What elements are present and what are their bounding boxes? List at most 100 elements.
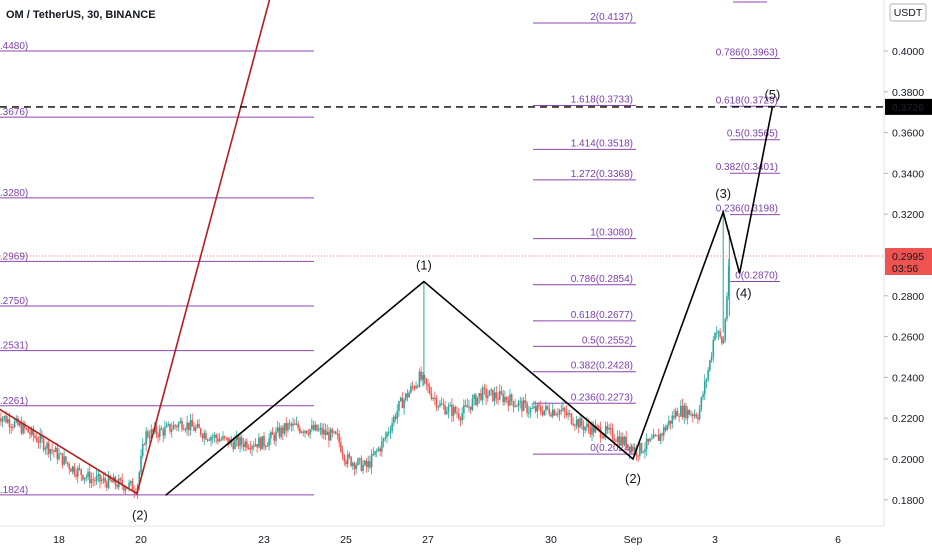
candle-body <box>400 398 402 401</box>
date-tick-label: 25 <box>340 534 352 546</box>
candle-body <box>494 392 496 401</box>
candle-body <box>277 427 279 431</box>
candle-body <box>369 461 371 467</box>
candle-body <box>183 429 185 430</box>
candle-body <box>294 424 296 425</box>
candle-body <box>80 469 82 475</box>
candle-body <box>477 397 479 405</box>
candle-body <box>29 433 31 435</box>
candle-body <box>384 437 386 438</box>
candle-body <box>537 405 539 412</box>
price-tick-label: 0.2800 <box>892 291 924 303</box>
candle-body <box>162 430 164 436</box>
candle-body <box>27 429 29 433</box>
candle-body <box>629 446 631 452</box>
candle-body <box>318 429 320 430</box>
candle-body <box>665 427 667 430</box>
candle-body <box>651 438 653 439</box>
candle-body <box>654 435 656 436</box>
candle-body <box>701 397 703 409</box>
fib-mid-label: 1(0.3080) <box>590 228 633 239</box>
candle-body <box>612 428 614 438</box>
candle-body <box>649 439 651 442</box>
fib-mid-label: 1.414(0.3518) <box>571 138 633 149</box>
candle-body <box>314 425 316 430</box>
candle-body <box>68 464 70 469</box>
candle-body <box>273 435 275 441</box>
candle-body <box>393 417 395 424</box>
candle-body <box>554 410 556 416</box>
candle-body <box>79 468 81 469</box>
candle-body <box>456 412 458 413</box>
wave-label-main: (5) <box>764 87 780 102</box>
price-tick-label: 0.2000 <box>892 454 924 466</box>
candle-body <box>687 410 689 418</box>
candle-body <box>313 425 315 430</box>
candle-body <box>552 410 554 417</box>
candle-body <box>601 438 603 439</box>
candle-body <box>383 439 385 442</box>
candle-body <box>547 406 549 409</box>
candle-body <box>569 413 571 414</box>
candle-body <box>34 436 36 438</box>
candle-body <box>161 428 163 429</box>
candle-body <box>202 435 204 438</box>
candle-body <box>214 435 216 437</box>
current-price-label: 0.2995 <box>892 251 924 263</box>
fib-mid-label: 1.272(0.3368) <box>571 169 633 180</box>
candle-body <box>157 434 159 436</box>
candle-body <box>668 421 670 426</box>
candle-body <box>144 444 146 445</box>
candle-body <box>458 414 460 418</box>
candle-body <box>43 439 45 450</box>
candle-body <box>513 401 515 407</box>
candle-body <box>566 412 568 416</box>
candle-body <box>484 388 486 389</box>
candle-body <box>586 424 588 427</box>
candle-body <box>598 426 600 427</box>
date-tick-label: 27 <box>422 534 434 546</box>
candle-body <box>574 425 576 426</box>
candle-body <box>465 405 467 406</box>
candle-body <box>89 472 91 483</box>
candle-body <box>328 432 330 441</box>
candle-body <box>99 474 101 482</box>
candle-body <box>620 437 622 446</box>
candle-body <box>538 405 540 407</box>
candle-body <box>419 372 421 387</box>
candle-body <box>244 441 246 447</box>
candle-body <box>176 426 178 427</box>
candle-body <box>427 384 429 386</box>
candle-body <box>308 433 310 434</box>
wave-label-main: (3) <box>715 186 731 201</box>
countdown-label: 03:56 <box>892 263 918 275</box>
fib-left-label: (0.2261) <box>0 396 28 407</box>
candle-body <box>685 406 687 419</box>
candle-body <box>111 480 113 482</box>
fib-mid-label: 2(0.4137) <box>590 12 633 23</box>
candle-body <box>608 428 610 430</box>
candle-body <box>62 453 64 464</box>
price-tick-label: 0.3400 <box>892 168 924 180</box>
candle-body <box>622 437 624 445</box>
candle-body <box>200 428 202 435</box>
candle-body <box>22 424 24 434</box>
candle-body <box>378 448 380 450</box>
candle-body <box>437 406 439 407</box>
candle-body <box>220 439 222 440</box>
fib-left-label: (0.3280) <box>0 188 28 199</box>
candle-body <box>453 407 455 416</box>
candle-body <box>5 416 7 423</box>
candle-body <box>174 425 176 426</box>
candle-body <box>82 475 84 480</box>
candle-body <box>301 432 303 433</box>
candle-body <box>36 438 38 442</box>
price-tick-label: 0.4000 <box>892 46 924 58</box>
candle-body <box>159 428 161 437</box>
candle-body <box>63 456 65 464</box>
candle-body <box>345 461 347 464</box>
candle-body <box>323 430 325 435</box>
candle-body <box>147 431 149 437</box>
